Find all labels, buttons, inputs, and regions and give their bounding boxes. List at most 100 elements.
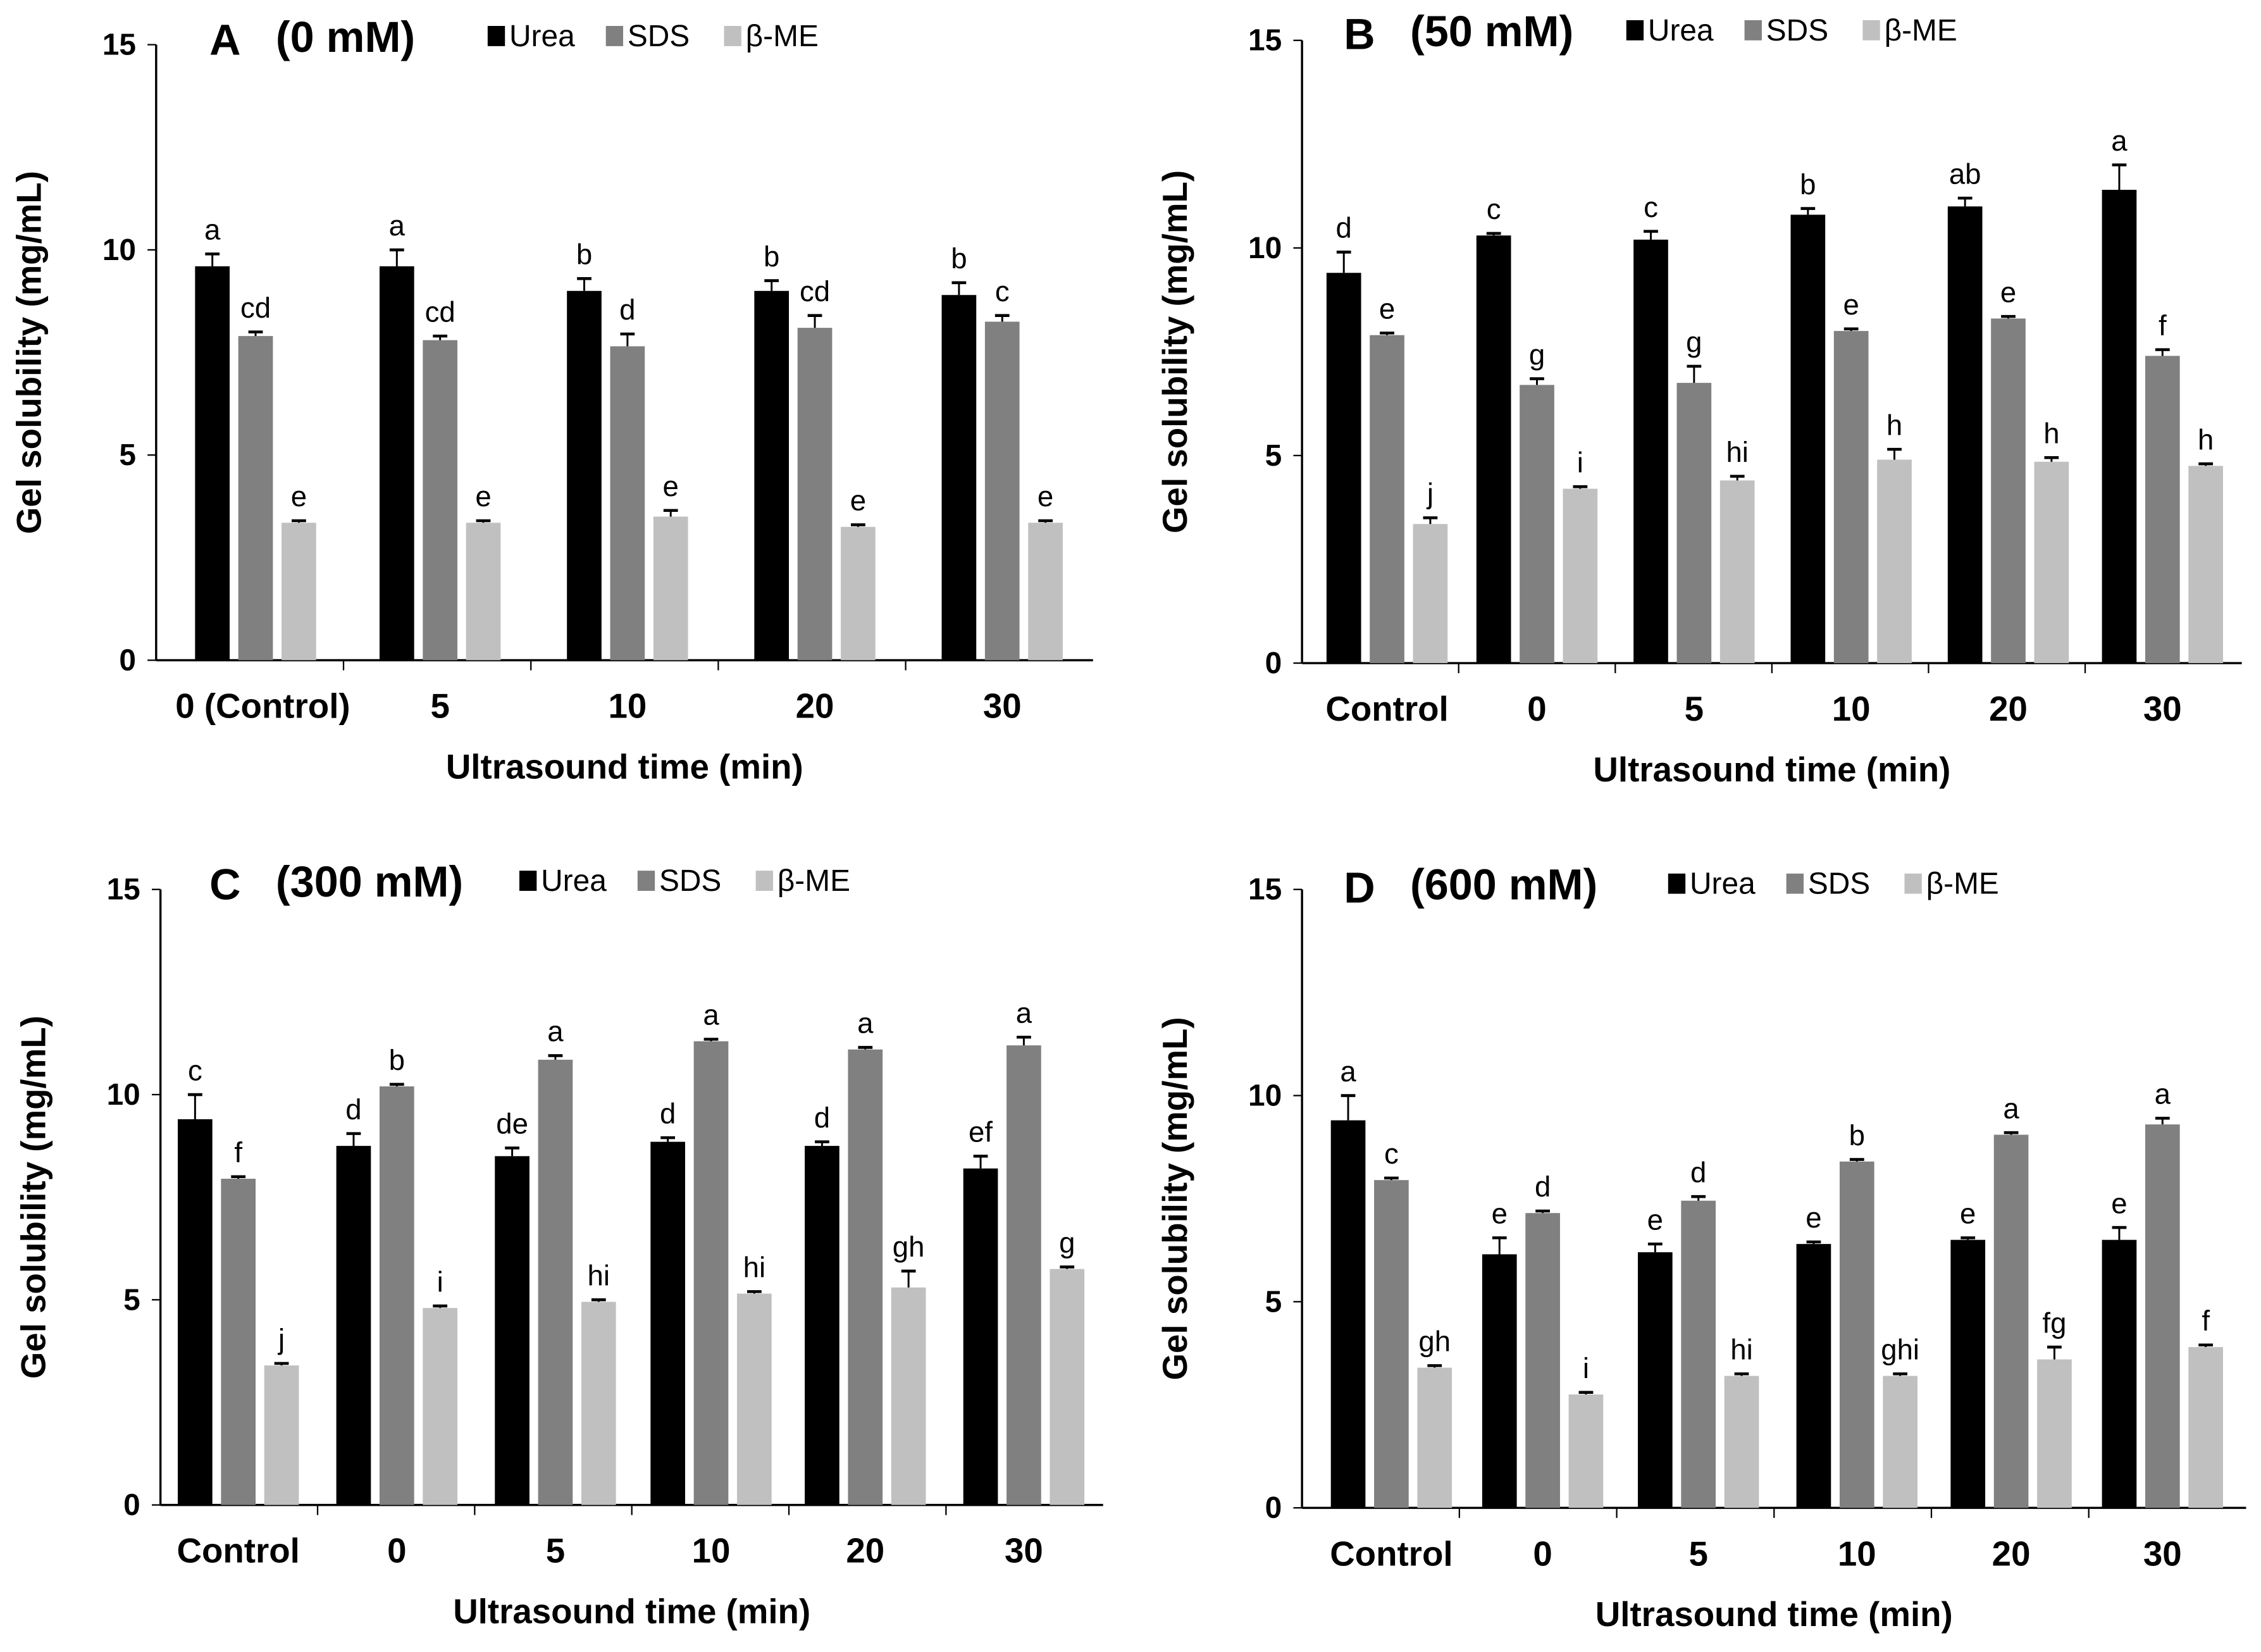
x-tick-label: 5 bbox=[1688, 1534, 1707, 1573]
significance-letter: d bbox=[1336, 212, 1352, 244]
significance-letter: e bbox=[2111, 1187, 2127, 1219]
bar-Urea bbox=[336, 1146, 371, 1505]
bar-SDS bbox=[1374, 1180, 1409, 1508]
bar-SDS bbox=[797, 328, 833, 661]
bar-β-ME bbox=[1413, 524, 1448, 664]
significance-letter: j bbox=[277, 1323, 285, 1355]
bar-β-ME bbox=[841, 526, 876, 661]
x-tick-label: 20 bbox=[1989, 689, 2028, 728]
x-tick-label: 30 bbox=[2143, 1534, 2182, 1573]
significance-letter: a bbox=[547, 1015, 564, 1048]
significance-letter: e bbox=[1960, 1198, 1976, 1230]
significance-letter: d bbox=[1690, 1156, 1706, 1188]
x-tick-label: 0 bbox=[387, 1531, 406, 1570]
bar-β-ME bbox=[1563, 488, 1598, 664]
x-tick-label: 10 bbox=[1832, 689, 1871, 728]
y-tick-label: 15 bbox=[1248, 873, 1282, 907]
significance-letter: b bbox=[389, 1044, 405, 1076]
significance-letter: e bbox=[1038, 480, 1053, 512]
significance-letter: d bbox=[1535, 1171, 1551, 1203]
bar-SDS bbox=[1833, 331, 1869, 664]
bar-Urea bbox=[941, 295, 977, 661]
significance-letter: c bbox=[1384, 1138, 1399, 1170]
legend-swatch bbox=[487, 26, 505, 46]
bar-β-ME bbox=[653, 516, 688, 661]
bar-Urea bbox=[495, 1156, 530, 1505]
legend-label: Urea bbox=[541, 864, 607, 898]
significance-letter: cd bbox=[425, 295, 455, 328]
significance-letter: i bbox=[1577, 446, 1583, 478]
significance-letter: h bbox=[1886, 409, 1902, 441]
panel-title: (300 mM) bbox=[276, 858, 463, 906]
bar-SDS bbox=[610, 346, 645, 661]
x-axis-label: Ultrasound time (min) bbox=[446, 747, 803, 786]
significance-letter: cd bbox=[800, 275, 830, 307]
bar-β-ME bbox=[1417, 1367, 1453, 1508]
panel-A: 0 5 10 15 0 (Control) 5 10 20 30 Ultrasound time … bbox=[9, 13, 1093, 786]
x-tick-label: Control bbox=[1330, 1534, 1453, 1573]
significance-letter: gh bbox=[1418, 1326, 1451, 1358]
legend-swatch bbox=[1786, 873, 1804, 894]
significance-letter: j bbox=[1426, 478, 1434, 510]
x-axis-label: Ultrasound time (min) bbox=[1593, 750, 1950, 789]
significance-letter: d bbox=[814, 1102, 830, 1134]
y-tick-label: 0 bbox=[119, 643, 136, 677]
significance-letter: c bbox=[188, 1054, 202, 1086]
x-tick-label: 0 bbox=[1533, 1534, 1552, 1573]
bar-SDS bbox=[1676, 383, 1712, 664]
bar-Urea bbox=[1476, 235, 1511, 664]
bar-SDS bbox=[379, 1086, 414, 1505]
legend-label: β-ME bbox=[746, 20, 819, 53]
bar-β-ME bbox=[1724, 1376, 1759, 1508]
significance-letter: a bbox=[1340, 1055, 1356, 1088]
x-tick-label: Control bbox=[177, 1531, 300, 1570]
legend-label: SDS bbox=[628, 20, 690, 53]
legend-label: SDS bbox=[659, 864, 721, 898]
bar-β-ME bbox=[2188, 1347, 2223, 1508]
legend-label: β-ME bbox=[1885, 14, 1957, 47]
bar-β-ME bbox=[1568, 1394, 1604, 1508]
bar-β-ME bbox=[1883, 1376, 1917, 1508]
bar-SDS bbox=[1681, 1200, 1716, 1508]
bar-β-ME bbox=[1877, 459, 1912, 664]
significance-letter: g bbox=[1059, 1227, 1075, 1259]
bar-Urea bbox=[963, 1168, 998, 1505]
legend-swatch bbox=[1744, 20, 1762, 40]
bar-SDS bbox=[238, 336, 273, 661]
significance-letter: h bbox=[2043, 417, 2059, 449]
bar-Urea bbox=[1330, 1120, 1366, 1508]
bar-Urea bbox=[650, 1141, 685, 1505]
significance-letter: c bbox=[1487, 193, 1501, 225]
significance-letter: b bbox=[1800, 168, 1816, 201]
bar-β-ME bbox=[737, 1293, 772, 1505]
y-tick-label: 0 bbox=[1265, 647, 1282, 680]
significance-letter: e bbox=[1647, 1203, 1663, 1236]
y-axis-label: Gel solubility (mg/mL) bbox=[9, 171, 49, 534]
y-axis-label: Gel solubility (mg/mL) bbox=[13, 1015, 53, 1379]
bar-SDS bbox=[1007, 1045, 1041, 1505]
x-tick-label: 5 bbox=[430, 686, 449, 726]
significance-letter: e bbox=[475, 480, 491, 512]
x-axis-label: Ultrasound time (min) bbox=[453, 1591, 810, 1630]
legend-swatch bbox=[1626, 20, 1644, 40]
bar-Urea bbox=[805, 1146, 839, 1505]
significance-letter: a bbox=[389, 209, 406, 242]
x-tick-label: 5 bbox=[1685, 689, 1704, 728]
y-tick-label: 0 bbox=[123, 1489, 140, 1522]
bar-Urea bbox=[1482, 1254, 1517, 1508]
x-tick-label: 10 bbox=[608, 686, 647, 726]
bar-Urea bbox=[2102, 190, 2137, 664]
panel-letter: B bbox=[1344, 10, 1375, 58]
bar-β-ME bbox=[264, 1365, 299, 1505]
significance-letter: b bbox=[951, 242, 967, 275]
significance-letter: e bbox=[2000, 276, 2016, 308]
bar-β-ME bbox=[2037, 1359, 2072, 1508]
bar-SDS bbox=[1525, 1213, 1560, 1508]
legend-swatch bbox=[724, 26, 741, 46]
bar-β-ME bbox=[1719, 480, 1755, 664]
significance-letter: hi bbox=[1730, 1334, 1752, 1366]
bar-β-ME bbox=[2034, 461, 2069, 664]
x-tick-label: 0 (Control) bbox=[175, 686, 350, 726]
y-tick-label: 10 bbox=[107, 1078, 140, 1112]
bar-Urea bbox=[1947, 206, 1983, 664]
